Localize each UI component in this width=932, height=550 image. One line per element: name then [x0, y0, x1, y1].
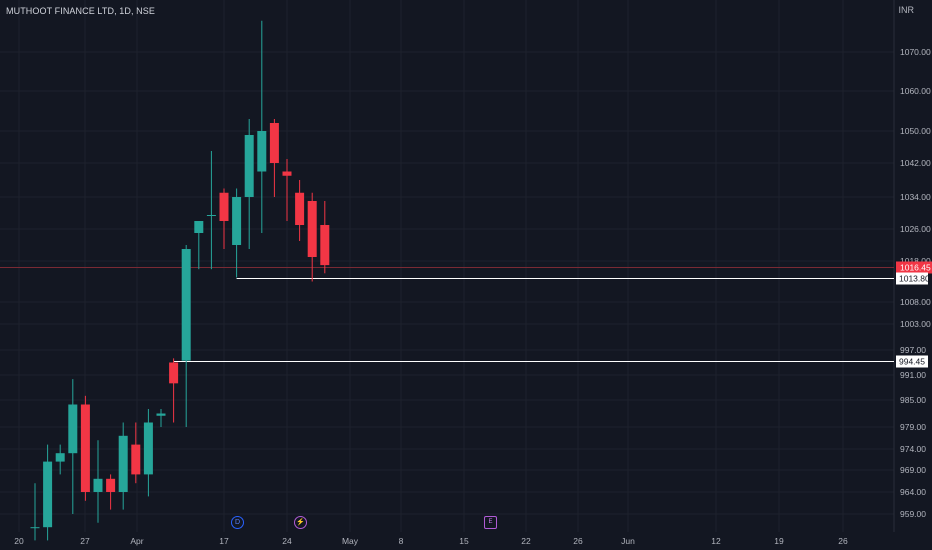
candle-body[interactable] [80, 404, 90, 493]
time-tick-label: 26 [838, 536, 848, 546]
price-tick-label: 1070.00 [900, 47, 931, 57]
last-price-label: 1016.45 [900, 263, 931, 273]
time-tick-label: 22 [521, 536, 531, 546]
candle-body[interactable] [232, 197, 242, 245]
candle-body[interactable] [43, 461, 53, 528]
last-price-tag [896, 261, 932, 274]
time-tick-label: 27 [80, 536, 90, 546]
time-tick-label: 15 [459, 536, 469, 546]
candle-body[interactable] [68, 404, 78, 454]
candle-body[interactable] [219, 192, 229, 221]
time-tick-label: 12 [711, 536, 721, 546]
candle-body[interactable] [295, 192, 305, 225]
price-tick-label: 969.00 [900, 465, 926, 475]
price-tick-label: 974.00 [900, 444, 926, 454]
price-tick-label: 1018.00 [900, 256, 931, 266]
time-tick-label: Jun [621, 536, 635, 546]
time-tick-label: 19 [774, 536, 784, 546]
dividend-event-icon[interactable]: D [231, 516, 244, 529]
candle-body[interactable] [106, 478, 116, 492]
currency-label[interactable]: INR [898, 5, 915, 15]
symbol-title[interactable]: MUTHOOT FINANCE LTD, 1D, NSE [6, 6, 155, 16]
candlesticks[interactable] [30, 20, 330, 541]
candle-body[interactable] [320, 225, 330, 266]
price-tick-label: 997.00 [900, 345, 926, 355]
candle-body[interactable] [206, 215, 216, 216]
time-axis[interactable]: 20 27 Apr 17 24 May 8 15 22 26 Jun 12 19 26 [14, 536, 848, 546]
price-tick-label: 1050.00 [900, 126, 931, 136]
earnings-event-icon[interactable]: E [484, 516, 497, 529]
grid-lines [0, 0, 895, 532]
level-price-tag [896, 355, 928, 368]
level-price-label: 1013.80 [899, 274, 930, 284]
candle-body[interactable] [118, 435, 128, 492]
candle-body[interactable] [30, 527, 40, 529]
time-tick-label: 24 [282, 536, 292, 546]
candle-body[interactable] [131, 444, 141, 475]
candle-body[interactable] [194, 221, 204, 233]
time-tick-label: 26 [573, 536, 583, 546]
candle-body[interactable] [93, 478, 103, 492]
price-axis[interactable]: 1070.00 1060.00 1050.00 1042.00 1034.00 1026.… [896, 47, 932, 519]
candle-body[interactable] [282, 171, 292, 176]
price-tick-label: 1003.00 [900, 319, 931, 329]
candle-body[interactable] [143, 422, 153, 475]
horizontal-level-lines[interactable] [0, 267, 894, 362]
time-tick-label: 17 [219, 536, 229, 546]
level-price-tag [896, 272, 928, 285]
candle-body[interactable] [181, 249, 191, 361]
time-tick-label: 8 [399, 536, 404, 546]
price-tick-label: 964.00 [900, 487, 926, 497]
price-tick-label: 991.00 [900, 370, 926, 380]
candle-body[interactable] [244, 135, 254, 197]
split-event-icon[interactable]: ⚡ [294, 516, 307, 529]
candle-body[interactable] [307, 201, 317, 257]
price-tick-label: 1060.00 [900, 86, 931, 96]
price-tick-label: 1042.00 [900, 158, 931, 168]
time-tick-label: May [342, 536, 359, 546]
price-tick-label: 1008.00 [900, 297, 931, 307]
price-tick-label: 979.00 [900, 422, 926, 432]
candle-body[interactable] [55, 453, 65, 462]
price-tick-label: 959.00 [900, 509, 926, 519]
candle-body[interactable] [269, 123, 279, 163]
candle-body[interactable] [156, 413, 166, 416]
candle-body[interactable] [257, 131, 267, 172]
time-tick-label: Apr [130, 536, 143, 546]
level-price-label: 994.45 [899, 357, 925, 367]
price-tick-label: 1026.00 [900, 224, 931, 234]
price-tick-label: 1034.00 [900, 192, 931, 202]
price-tick-label: 985.00 [900, 395, 926, 405]
candle-body[interactable] [169, 362, 179, 384]
time-tick-label: 20 [14, 536, 24, 546]
